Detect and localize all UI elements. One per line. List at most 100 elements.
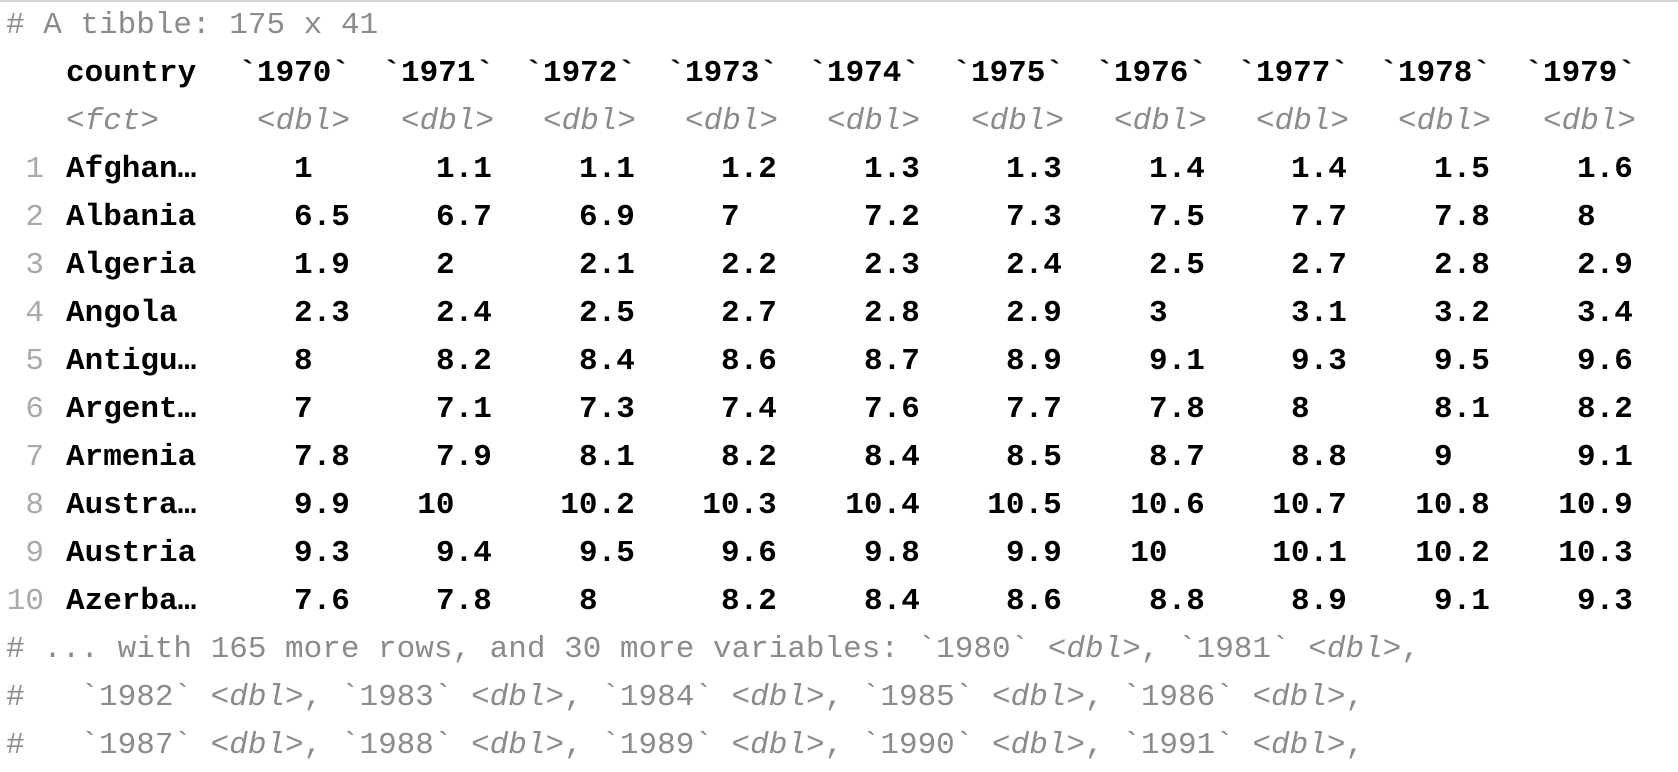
footer-segment: , `1990`: [824, 728, 992, 763]
footer-type-label: <dbl>: [210, 728, 304, 763]
country-cell: Argent…: [66, 392, 197, 427]
footer-segment: , `1983`: [303, 680, 472, 715]
footer-segment: , `1984`: [564, 680, 732, 715]
value-cell: 10.7: [1272, 488, 1347, 523]
column-type: <dbl>: [826, 104, 920, 139]
footer-segment: , `1988`: [303, 728, 472, 763]
tibble-header: # A tibble: 175 x 41: [0, 2, 1678, 50]
value-cell: 7.2: [864, 200, 920, 235]
value-cell: 7.8: [436, 584, 492, 619]
value-cell: 7.6: [294, 584, 350, 619]
value-cell: 10.1: [1272, 536, 1347, 571]
column-name: `1974`: [808, 56, 920, 91]
value-cell: 8.7: [1149, 440, 1205, 475]
value-cell: 9.1: [1577, 440, 1633, 475]
column-type: <dbl>: [400, 104, 494, 139]
column-type: <dbl>: [970, 104, 1064, 139]
row-number: 10: [6, 584, 44, 619]
column-type: <dbl>: [1542, 104, 1636, 139]
value-cell: 2.8: [1434, 248, 1490, 283]
value-cell: 8: [579, 584, 598, 619]
value-cell: 8.8: [1291, 440, 1347, 475]
value-cell: 9.5: [579, 536, 635, 571]
value-cell: 9.6: [1577, 344, 1633, 379]
footer-segment: ,: [1345, 680, 1365, 715]
table-row: 2 Albania 6.5 6.7 6.9 7 7.2 7.3 7.5 7.7 7.8 8: [0, 194, 1678, 242]
row-number: 3: [25, 248, 44, 283]
country-cell: Algeria: [66, 248, 197, 283]
value-cell: 2.1: [579, 248, 635, 283]
value-cell: 7: [294, 392, 313, 427]
value-cell: 2.7: [721, 296, 777, 331]
row-number: 7: [25, 440, 44, 475]
column-name: `1978`: [1379, 56, 1491, 91]
value-cell: 9.9: [1006, 536, 1062, 571]
country-cell: Austria: [66, 536, 197, 571]
footer-type-label: <dbl>: [992, 680, 1086, 715]
footer-type-label: <dbl>: [210, 680, 304, 715]
value-cell: 10.6: [1130, 488, 1205, 523]
value-cell: 6.5: [294, 200, 350, 235]
footer-type-label: <dbl>: [1047, 632, 1141, 667]
country-cell: Afghan…: [66, 152, 197, 187]
value-cell: 1.4: [1149, 152, 1205, 187]
value-cell: 6.9: [579, 200, 635, 235]
value-cell: 1.4: [1291, 152, 1347, 187]
value-cell: 1.9: [294, 248, 350, 283]
value-cell: 9.1: [1149, 344, 1205, 379]
value-cell: 7.5: [1149, 200, 1205, 235]
footer-text: # ... with 165 more rows, and 30 more va…: [6, 626, 1420, 674]
value-cell: 1.2: [721, 152, 777, 187]
value-cell: 9.3: [1291, 344, 1347, 379]
value-cell: 3.1: [1291, 296, 1347, 331]
value-cell: 9.3: [294, 536, 350, 571]
table-row: 5 Antigu… 8 8.2 8.4 8.6 8.7 8.9 9.1 9.3 9.5 9.6: [0, 338, 1678, 386]
value-cell: 8.2: [1577, 392, 1633, 427]
value-cell: 9.8: [864, 536, 920, 571]
value-cell: 9.9: [294, 488, 350, 523]
country-cell: Albania: [66, 200, 197, 235]
value-cell: 7.3: [1006, 200, 1062, 235]
column-type: <dbl>: [542, 104, 636, 139]
value-cell: 10: [1130, 536, 1168, 571]
row-number: 2: [25, 200, 44, 235]
column-name: `1979`: [1524, 56, 1636, 91]
footer-type-label: <dbl>: [1308, 632, 1402, 667]
value-cell: 7.1: [436, 392, 492, 427]
value-cell: 9.3: [1577, 584, 1633, 619]
footer-type-label: <dbl>: [731, 728, 825, 763]
table-row: 8 Austra… 9.9 10 10.2 10.3 10.4 10.5 10.6 10.7 10.…: [0, 482, 1678, 530]
footer-segment: , `1991`: [1085, 728, 1253, 763]
value-cell: 8.9: [1291, 584, 1347, 619]
column-type-row: <fct> <dbl> <dbl> <dbl> <dbl> <dbl> <dbl> <dbl>…: [0, 98, 1678, 146]
value-cell: 1: [294, 152, 313, 187]
value-cell: 2.9: [1577, 248, 1633, 283]
table-row: 10 Azerba… 7.6 7.8 8 8.2 8.4 8.6 8.8 8.9 9.1 9.3: [0, 578, 1678, 626]
value-cell: 1.1: [579, 152, 635, 187]
value-cell: 10.9: [1558, 488, 1633, 523]
value-cell: 7.6: [864, 392, 920, 427]
value-cell: 2.4: [1006, 248, 1062, 283]
footer-segment: # `1982`: [6, 680, 211, 715]
value-cell: 1.1: [436, 152, 492, 187]
value-cell: 1.3: [1006, 152, 1062, 187]
column-header-row: country `1970` `1971` `1972` `1973` `1974` `19…: [0, 50, 1678, 98]
value-cell: 7.9: [436, 440, 492, 475]
column-type: <dbl>: [1255, 104, 1349, 139]
value-cell: 3: [1149, 296, 1168, 331]
value-cell: 3.2: [1434, 296, 1490, 331]
country-cell: Angola: [66, 296, 178, 331]
footer-segment: ,: [1345, 728, 1365, 763]
value-cell: 1.3: [864, 152, 920, 187]
row-number: 5: [25, 344, 44, 379]
value-cell: 8.4: [579, 344, 635, 379]
footer-type-label: <dbl>: [731, 680, 825, 715]
column-name-country: country: [66, 56, 197, 91]
column-type: <dbl>: [684, 104, 778, 139]
country-cell: Austra…: [66, 488, 197, 523]
value-cell: 2.4: [436, 296, 492, 331]
table-row: 3 Algeria 1.9 2 2.1 2.2 2.3 2.4 2.5 2.7 2.8 2.9: [0, 242, 1678, 290]
value-cell: 9.5: [1434, 344, 1490, 379]
value-cell: 8.8: [1149, 584, 1205, 619]
value-cell: 10.4: [845, 488, 920, 523]
